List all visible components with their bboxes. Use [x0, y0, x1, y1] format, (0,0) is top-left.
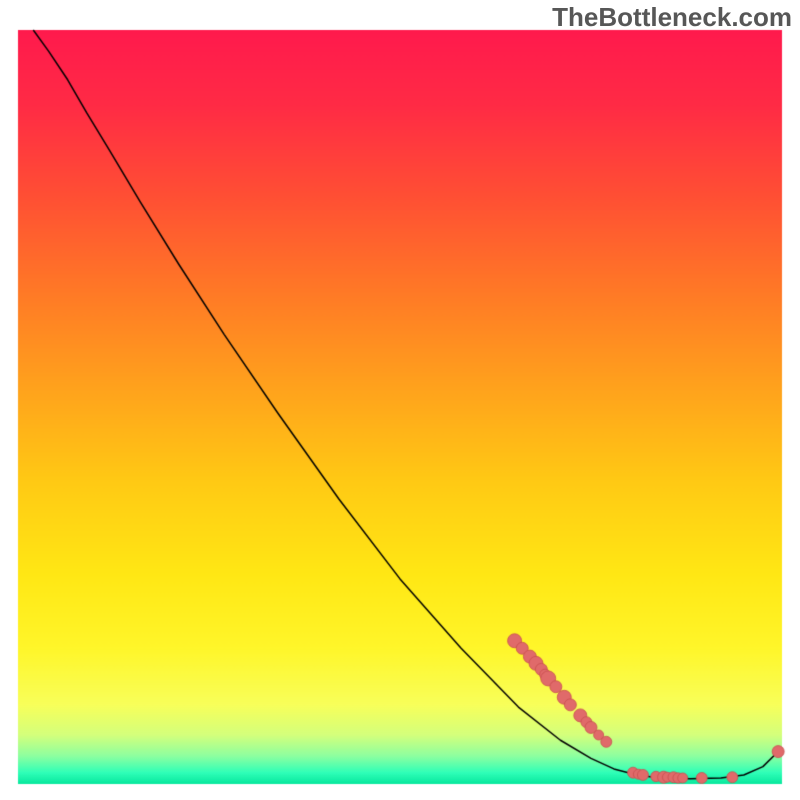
chart-wrapper: TheBottleneck.com [0, 0, 800, 800]
bottleneck-curve-chart [0, 0, 800, 800]
